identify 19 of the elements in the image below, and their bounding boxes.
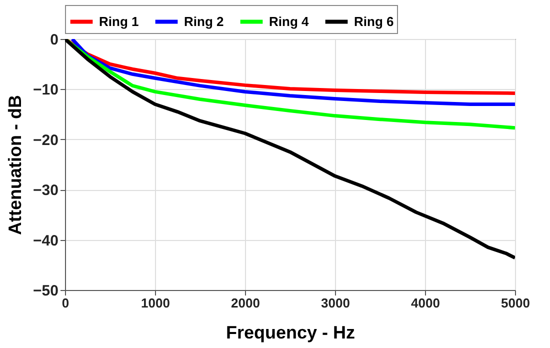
legend-label: Ring 6	[354, 14, 394, 29]
x-tick-label: 0	[62, 296, 70, 310]
x-tick-label: 3000	[321, 296, 350, 310]
y-tick-label: −10	[33, 82, 58, 99]
x-tick-label: 1000	[141, 296, 170, 310]
y-tick-label: −50	[33, 282, 58, 300]
x-tick-label: 5000	[501, 296, 530, 310]
y-tick-label: −20	[33, 132, 58, 149]
y-tick-label: −30	[33, 182, 58, 200]
x-tick-label: 2000	[231, 296, 260, 310]
x-axis-title: Frequency - Hz	[226, 322, 356, 342]
y-axis-title: Attenuation - dB	[5, 95, 26, 235]
y-tick-label: 0	[50, 32, 58, 48]
line-series	[70, 39, 515, 106]
legend-label: Ring 4	[269, 14, 310, 29]
y-tick-label: −40	[33, 232, 58, 250]
x-tick-label: 4000	[411, 296, 440, 310]
legend-label: Ring 2	[184, 14, 224, 29]
legend-label: Ring 1	[99, 14, 139, 29]
